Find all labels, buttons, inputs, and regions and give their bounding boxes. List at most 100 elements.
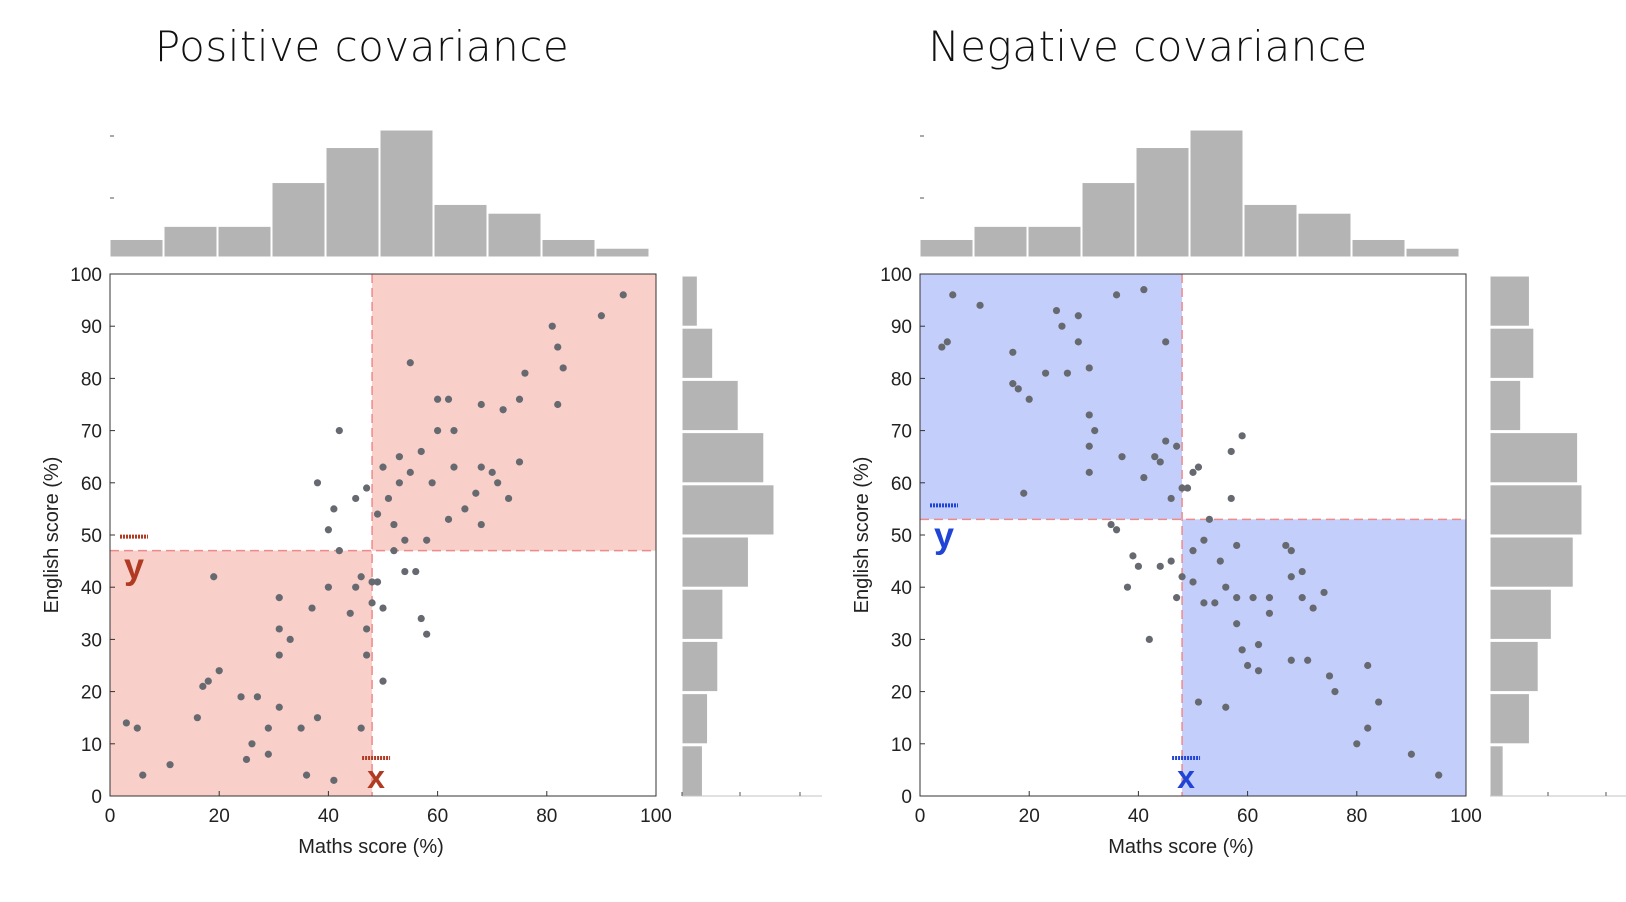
- y-tick-label: 10: [891, 735, 912, 756]
- positive-covariance-chart: 0 20 40 60 80 100 0 10 20 30 40 50 60 70 80 90 100 Maths …: [41, 129, 822, 858]
- data-point: [1244, 661, 1252, 670]
- data-point: [1200, 599, 1208, 607]
- x-tick-label: 100: [1450, 806, 1482, 827]
- data-point: [379, 677, 387, 685]
- side-histogram-bar: [681, 484, 775, 536]
- top-histogram-bar: [1081, 182, 1136, 258]
- data-point: [395, 453, 403, 461]
- data-point: [1249, 594, 1257, 602]
- data-point: [499, 406, 507, 414]
- data-point: [477, 520, 485, 529]
- data-point: [352, 583, 360, 591]
- side-histogram-bar: [1489, 275, 1530, 327]
- data-point: [548, 322, 556, 330]
- top-histogram-bar: [271, 182, 326, 258]
- data-point: [938, 343, 946, 351]
- data-point: [1145, 635, 1153, 644]
- data-point: [1194, 698, 1203, 706]
- data-point: [619, 291, 627, 299]
- data-point: [346, 609, 354, 617]
- data-point: [515, 458, 524, 466]
- data-point: [406, 359, 414, 367]
- y-tick-label: 60: [81, 474, 102, 495]
- data-point: [264, 750, 272, 758]
- data-point: [949, 291, 957, 299]
- data-point: [204, 677, 212, 685]
- data-point: [1353, 740, 1361, 748]
- data-point: [504, 494, 513, 503]
- data-point: [1200, 536, 1208, 544]
- y-tick-label: 50: [81, 526, 102, 547]
- x-tick-label: 40: [1128, 806, 1149, 827]
- data-point: [1375, 698, 1383, 706]
- y-axis-label: English score (%): [41, 457, 63, 614]
- data-point: [1156, 562, 1164, 570]
- data-point: [1183, 484, 1192, 492]
- data-point: [434, 395, 442, 403]
- top-histogram-bar: [541, 238, 596, 258]
- top-histogram-bar: [919, 238, 974, 258]
- data-point: [193, 714, 201, 722]
- data-point: [1123, 583, 1132, 591]
- y-tick-label: 90: [891, 317, 912, 338]
- data-point: [308, 604, 316, 612]
- data-point: [390, 520, 398, 529]
- y-tick-label: 20: [81, 683, 102, 704]
- data-point: [1205, 515, 1213, 523]
- data-point: [1167, 557, 1175, 565]
- data-point: [379, 604, 387, 612]
- top-histogram-bar: [1351, 238, 1406, 258]
- data-point: [401, 567, 409, 576]
- data-point: [1233, 541, 1241, 550]
- data-point: [406, 468, 414, 476]
- data-point: [133, 724, 141, 732]
- data-point: [335, 547, 343, 555]
- data-point: [1222, 583, 1230, 591]
- data-point: [1091, 427, 1099, 435]
- data-point: [275, 625, 283, 633]
- data-point: [139, 771, 147, 779]
- data-point: [1058, 322, 1066, 330]
- data-point: [1009, 348, 1017, 356]
- top-histogram-bar: [1243, 203, 1298, 258]
- data-point: [264, 724, 272, 732]
- data-point: [253, 693, 262, 701]
- data-point: [1151, 453, 1159, 461]
- top-histogram-bar: [973, 225, 1028, 258]
- data-point: [1189, 547, 1197, 555]
- y-tick-label: 60: [891, 474, 912, 495]
- x-axis-label: Maths score (%): [1108, 836, 1254, 858]
- data-point: [1173, 594, 1181, 602]
- data-point: [1194, 463, 1203, 471]
- negative-covariance-chart: 0 20 40 60 80 100 0 10 20 30 40 50 60 70 80 90 100 Maths …: [851, 129, 1626, 858]
- data-point: [1140, 473, 1148, 482]
- side-histogram-bar: [1489, 432, 1579, 484]
- y-bar-annotation: y: [124, 546, 144, 587]
- data-point: [335, 427, 343, 435]
- data-point: [1233, 594, 1241, 602]
- data-point: [444, 395, 453, 403]
- data-point: [461, 505, 469, 513]
- data-point: [1325, 672, 1334, 680]
- y-tick-label: 0: [91, 787, 102, 808]
- data-point: [1085, 364, 1093, 372]
- data-point: [1364, 724, 1372, 732]
- data-point: [352, 494, 360, 503]
- data-point: [1331, 688, 1339, 696]
- data-point: [1025, 395, 1033, 403]
- data-point: [1320, 588, 1328, 597]
- x-tick-label: 100: [640, 806, 672, 827]
- data-point: [1178, 484, 1186, 492]
- data-point: [1009, 380, 1017, 388]
- top-histogram-bar: [163, 225, 218, 258]
- data-point: [976, 301, 984, 309]
- x-axis-label: Maths score (%): [298, 836, 444, 858]
- data-point: [1189, 578, 1197, 586]
- y-tick-label: 40: [891, 578, 912, 599]
- data-point: [494, 479, 502, 487]
- data-point: [1052, 306, 1061, 315]
- data-point: [330, 776, 338, 784]
- side-histogram-bar: [1489, 588, 1552, 640]
- data-point: [1282, 541, 1290, 550]
